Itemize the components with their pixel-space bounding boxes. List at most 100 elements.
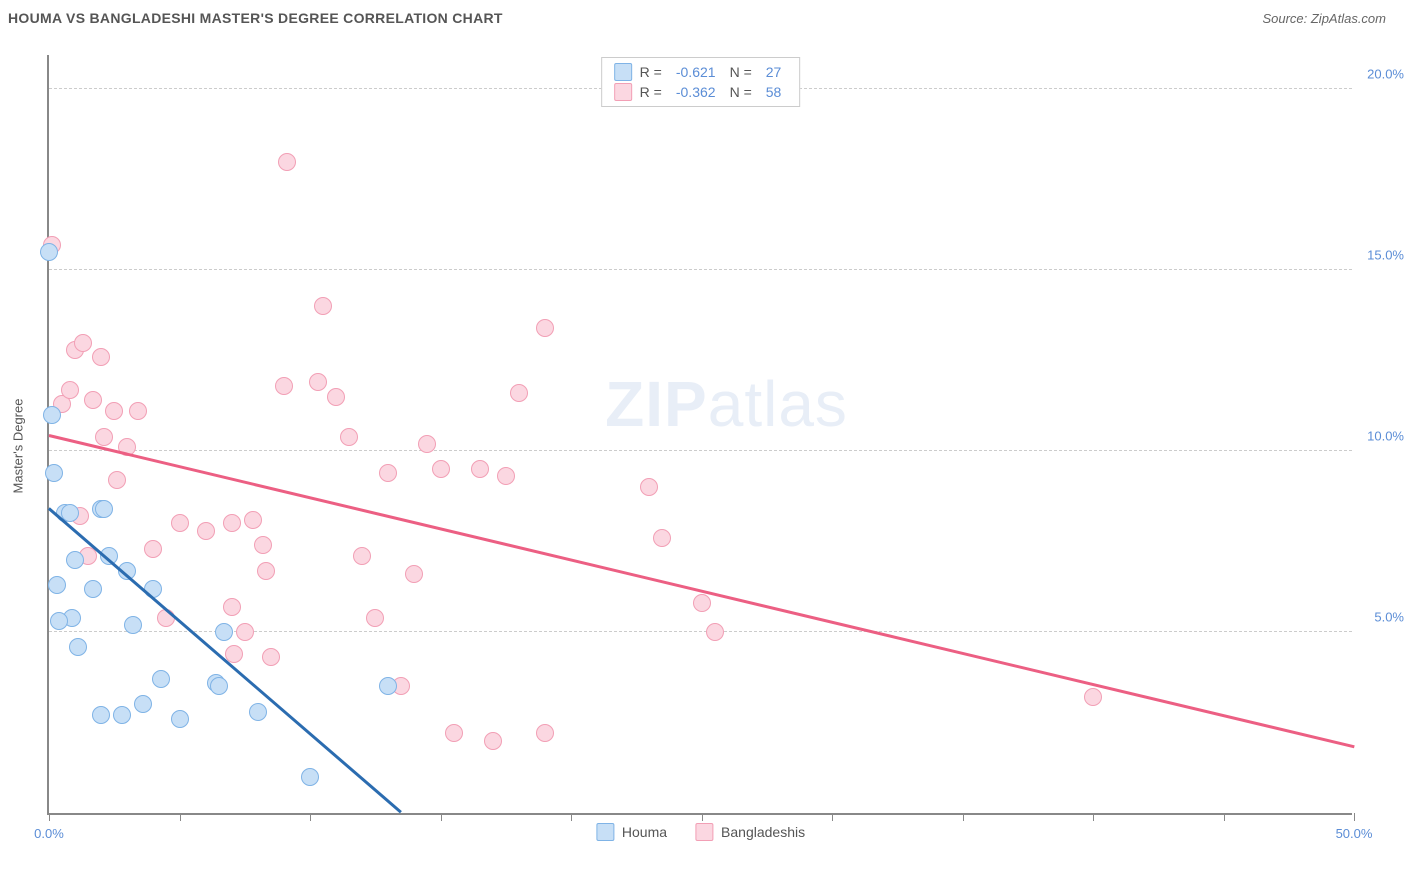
data-point-houma [210,677,228,695]
data-point-houma [50,612,68,630]
data-point-bangladeshis [340,428,358,446]
swatch-houma [596,823,614,841]
data-point-houma [249,703,267,721]
data-point-houma [40,243,58,261]
r-label: R = [640,64,662,80]
data-point-bangladeshis [144,540,162,558]
x-tick [963,813,964,821]
data-point-bangladeshis [254,536,272,554]
data-point-bangladeshis [275,377,293,395]
series-legend: Houma Bangladeshis [596,823,805,841]
n-value-bangladeshis: 58 [766,84,782,100]
data-point-bangladeshis [536,724,554,742]
data-point-houma [95,500,113,518]
n-label: N = [730,64,752,80]
data-point-bangladeshis [74,334,92,352]
swatch-houma [614,63,632,81]
data-point-bangladeshis [171,514,189,532]
data-point-houma [152,670,170,688]
data-point-bangladeshis [379,464,397,482]
r-value-bangladeshis: -0.362 [676,84,716,100]
data-point-houma [124,616,142,634]
legend-item-houma: Houma [596,823,667,841]
data-point-bangladeshis [244,511,262,529]
data-point-bangladeshis [445,724,463,742]
source-prefix: Source: [1262,11,1310,26]
data-point-bangladeshis [278,153,296,171]
watermark: ZIPatlas [605,367,848,441]
data-point-bangladeshis [309,373,327,391]
data-point-bangladeshis [327,388,345,406]
data-point-bangladeshis [653,529,671,547]
data-point-bangladeshis [236,623,254,641]
r-value-houma: -0.621 [676,64,716,80]
data-point-houma [215,623,233,641]
source-link[interactable]: ZipAtlas.com [1311,11,1386,26]
data-point-bangladeshis [510,384,528,402]
data-point-bangladeshis [497,467,515,485]
data-point-houma [92,706,110,724]
watermark-zip: ZIP [605,368,708,440]
data-point-houma [45,464,63,482]
x-tick [571,813,572,821]
data-point-bangladeshis [257,562,275,580]
gridline [49,269,1352,270]
data-point-bangladeshis [108,471,126,489]
data-point-bangladeshis [197,522,215,540]
data-point-bangladeshis [223,598,241,616]
x-tick [1224,813,1225,821]
trend-line-houma [48,507,402,813]
x-tick [832,813,833,821]
data-point-bangladeshis [432,460,450,478]
data-point-bangladeshis [693,594,711,612]
data-point-bangladeshis [405,565,423,583]
r-label: R = [640,84,662,100]
data-point-bangladeshis [262,648,280,666]
data-point-houma [379,677,397,695]
data-point-bangladeshis [418,435,436,453]
n-value-houma: 27 [766,64,782,80]
data-point-houma [69,638,87,656]
data-point-bangladeshis [223,514,241,532]
x-tick-label: 50.0% [1336,826,1373,841]
legend-label-houma: Houma [622,824,667,840]
source-attribution: Source: ZipAtlas.com [1262,11,1386,26]
data-point-houma [43,406,61,424]
legend-row-bangladeshis: R = -0.362 N = 58 [614,82,788,102]
data-point-houma [171,710,189,728]
x-tick [441,813,442,821]
data-point-houma [66,551,84,569]
data-point-houma [113,706,131,724]
x-tick [49,813,50,821]
data-point-bangladeshis [105,402,123,420]
y-tick-label: 20.0% [1367,67,1404,82]
y-tick-label: 5.0% [1374,610,1404,625]
x-tick [310,813,311,821]
y-tick-label: 15.0% [1367,248,1404,263]
data-point-houma [134,695,152,713]
gridline [49,450,1352,451]
data-point-bangladeshis [353,547,371,565]
data-point-houma [48,576,66,594]
data-point-bangladeshis [1084,688,1102,706]
data-point-bangladeshis [129,402,147,420]
data-point-bangladeshis [314,297,332,315]
data-point-bangladeshis [484,732,502,750]
x-tick-label: 0.0% [34,826,64,841]
legend-row-houma: R = -0.621 N = 27 [614,62,788,82]
scatter-chart: ZIPatlas R = -0.621 N = 27 R = -0.362 N … [47,55,1352,815]
legend-label-bangladeshis: Bangladeshis [721,824,805,840]
x-tick [702,813,703,821]
data-point-bangladeshis [61,381,79,399]
x-tick [1093,813,1094,821]
y-axis-label: Master's Degree [11,399,26,494]
legend-item-bangladeshis: Bangladeshis [695,823,805,841]
data-point-bangladeshis [366,609,384,627]
watermark-atlas: atlas [708,368,848,440]
y-tick-label: 10.0% [1367,429,1404,444]
swatch-bangladeshis [695,823,713,841]
data-point-bangladeshis [471,460,489,478]
x-tick [1354,813,1355,821]
n-label: N = [730,84,752,100]
data-point-houma [301,768,319,786]
